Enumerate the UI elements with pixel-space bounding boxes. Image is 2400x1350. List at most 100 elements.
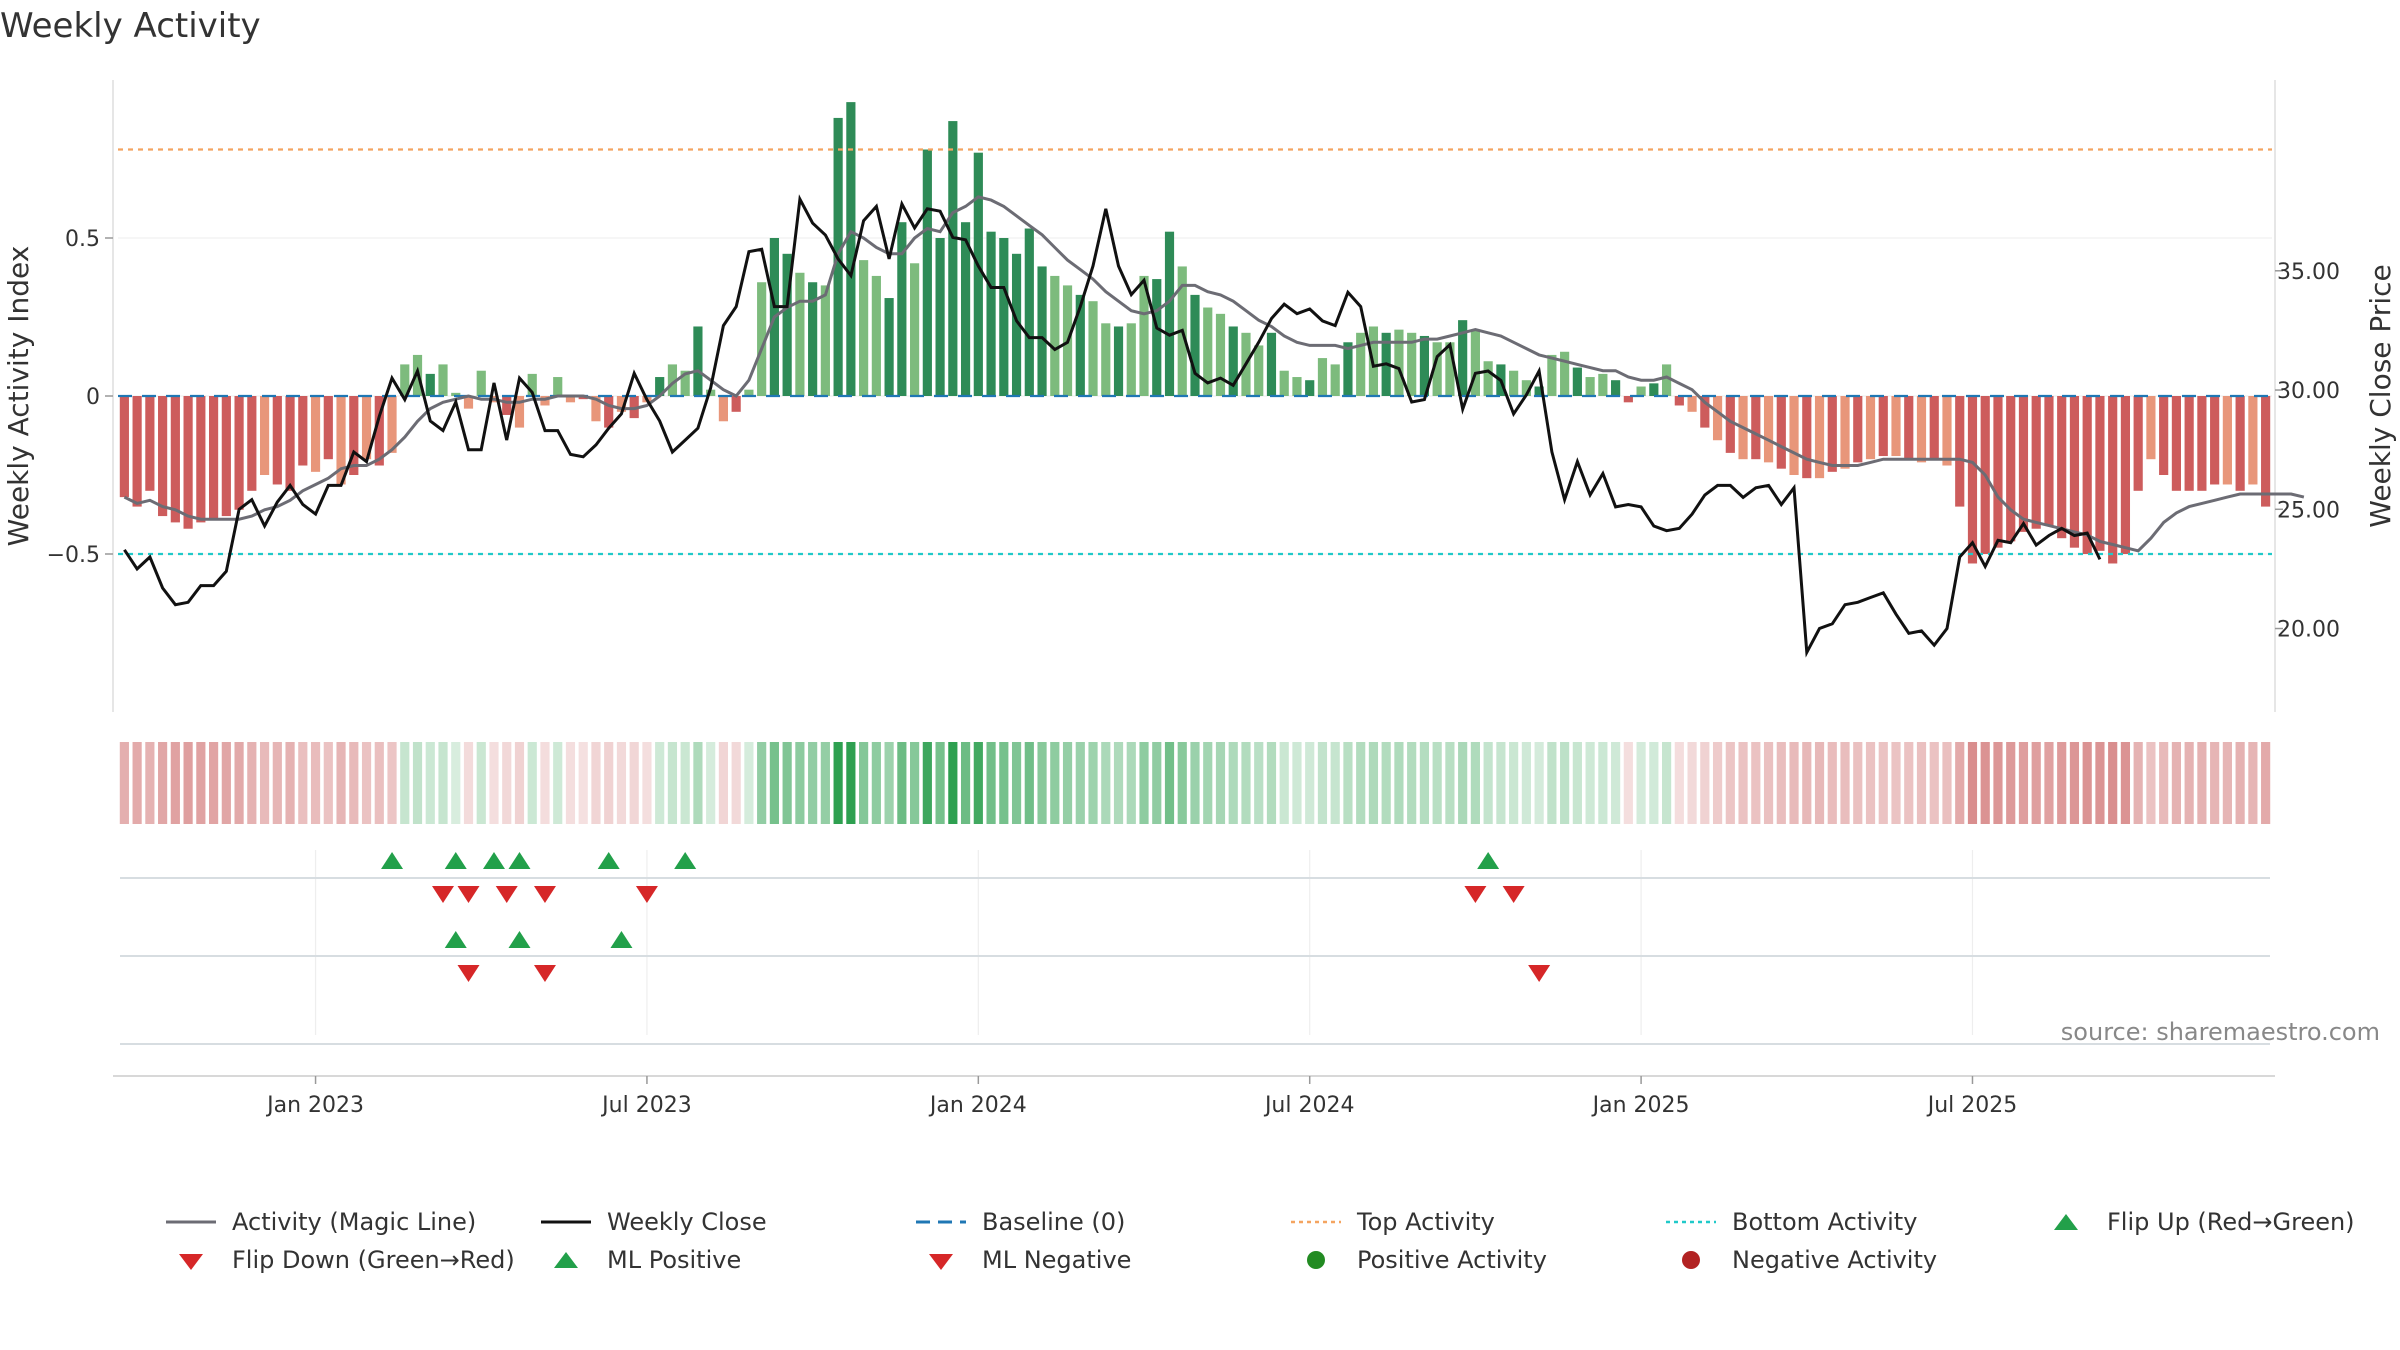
heat-strip-cell <box>1598 742 1608 824</box>
activity-bar <box>2018 396 2029 532</box>
legend-baseline-swatch <box>916 1220 966 1224</box>
heat-strip-cell <box>145 742 155 824</box>
heat-strip-cell <box>1203 742 1213 824</box>
legend-flip-up-label: Flip Up (Red→Green) <box>2107 1208 2355 1236</box>
activity-bar <box>1483 361 1493 396</box>
heat-strip-cell <box>1305 742 1315 824</box>
heat-strip-cell <box>1024 742 1034 824</box>
heat-strip-cell <box>1802 742 1812 824</box>
heat-strip-cell <box>986 742 996 824</box>
activity-bar <box>1164 231 1175 396</box>
heat-strip-cell <box>1266 742 1277 824</box>
heat-strip-cell <box>1521 742 1531 824</box>
legend-ml-positive: ML Positive <box>535 1242 741 1278</box>
activity-bar <box>1394 329 1404 396</box>
activity-bar <box>1878 396 1888 457</box>
heat-strip-cell <box>1738 742 1748 824</box>
heat-strip-cell <box>1623 742 1633 824</box>
activity-bar <box>935 238 945 396</box>
heat-strip-cell <box>1292 742 1302 824</box>
activity-bar <box>502 396 512 415</box>
activity-bar <box>145 396 155 491</box>
negative-dot-icon <box>1682 1251 1700 1269</box>
legend-ml-positive-label: ML Positive <box>607 1246 742 1274</box>
legend-top-activity-label: Top Activity <box>1357 1208 1495 1236</box>
activity-bar <box>272 396 282 485</box>
activity-bar <box>1088 301 1098 396</box>
x-tick-label: Jul 2024 <box>1263 1093 1355 1118</box>
heat-strip-cell <box>132 742 142 824</box>
ml-positive-marker <box>610 931 633 948</box>
heat-strip-cell <box>935 742 945 824</box>
heat-strip-cell <box>1751 742 1761 824</box>
activity-bar <box>1534 386 1544 396</box>
heat-strip-cell <box>2108 742 2118 824</box>
flip-down-marker <box>495 886 518 903</box>
heat-strip-cell <box>922 742 932 824</box>
activity-bar <box>2210 396 2220 485</box>
activity-bar <box>2069 396 2080 548</box>
activity-bar <box>2082 396 2092 554</box>
heat-strip-cell <box>1967 742 1978 824</box>
activity-bar <box>2197 396 2207 491</box>
activity-bar <box>1343 342 1353 396</box>
activity-bar <box>897 222 907 396</box>
heat-strip-cell <box>234 742 244 824</box>
x-tick-label: Jan 2023 <box>265 1093 364 1118</box>
heat-strip-cell <box>1840 742 1850 824</box>
heat-strip-cell <box>1062 742 1073 824</box>
x-tick-label: Jan 2025 <box>1591 1093 1690 1118</box>
activity-bar <box>1687 396 1697 412</box>
activity-bar <box>451 392 461 396</box>
heat-strip-cell <box>1356 742 1366 824</box>
heat-strip-cell <box>1445 742 1455 824</box>
activity-bar <box>2133 396 2143 491</box>
activity-bar <box>1763 396 1774 463</box>
activity-bar <box>553 377 563 396</box>
activity-chart: −0.5 0 0.5 20.00 25.00 30.00 35.00 Weekly Activ… <box>2 80 2397 1118</box>
activity-bar <box>1317 358 1328 396</box>
activity-bar <box>655 377 665 396</box>
heat-strip-cell <box>1763 742 1774 824</box>
heat-strip-cell <box>1789 742 1799 824</box>
activity-bar <box>2006 396 2016 542</box>
activity-bar <box>2057 396 2067 539</box>
activity-bar <box>1190 294 1200 396</box>
heat-strip-cell <box>1394 742 1404 824</box>
heat-strip-cell <box>1827 742 1837 824</box>
heat-strip-cell <box>1279 742 1289 824</box>
activity-bar <box>170 396 180 523</box>
heat-strip-cell <box>1649 742 1659 824</box>
activity-bar <box>1572 367 1582 396</box>
heat-strip-cell <box>948 742 958 824</box>
activity-bar <box>387 396 397 453</box>
legend-weekly-close-swatch <box>541 1220 591 1224</box>
activity-bar <box>1585 377 1595 396</box>
heat-strip-cell <box>1432 742 1442 824</box>
heat-strip-cell <box>170 742 180 824</box>
activity-bar <box>514 396 525 428</box>
activity-bar <box>1649 383 1659 396</box>
activity-bar <box>540 396 550 406</box>
legend-flip-down: Flip Down (Green→Red) <box>160 1242 515 1278</box>
activity-bar <box>1598 373 1608 396</box>
heat-strip-cell <box>438 742 448 824</box>
activity-bar <box>323 396 333 460</box>
activity-bar <box>1050 275 1060 396</box>
heat-strip-cell <box>272 742 282 824</box>
activity-bar <box>910 263 920 396</box>
heat-strip-cell <box>578 742 588 824</box>
activity-bar <box>527 373 537 396</box>
magic-line <box>123 195 2305 553</box>
heat-strip-cell <box>1368 742 1379 824</box>
chart-title: Weekly Activity <box>0 6 261 46</box>
heat-strip-cell <box>158 742 168 824</box>
heat-strip-cell <box>1483 742 1493 824</box>
legend: Activity (Magic Line) Weekly Close Basel… <box>160 1200 2400 1290</box>
ml-negative-triangle-icon <box>929 1254 953 1270</box>
activity-bar <box>361 396 372 460</box>
heat-strip-cell <box>2261 742 2271 824</box>
heat-strip-cell <box>2146 742 2156 824</box>
activity-bar <box>1470 329 1480 396</box>
legend-top-activity: Top Activity <box>1285 1204 1495 1240</box>
